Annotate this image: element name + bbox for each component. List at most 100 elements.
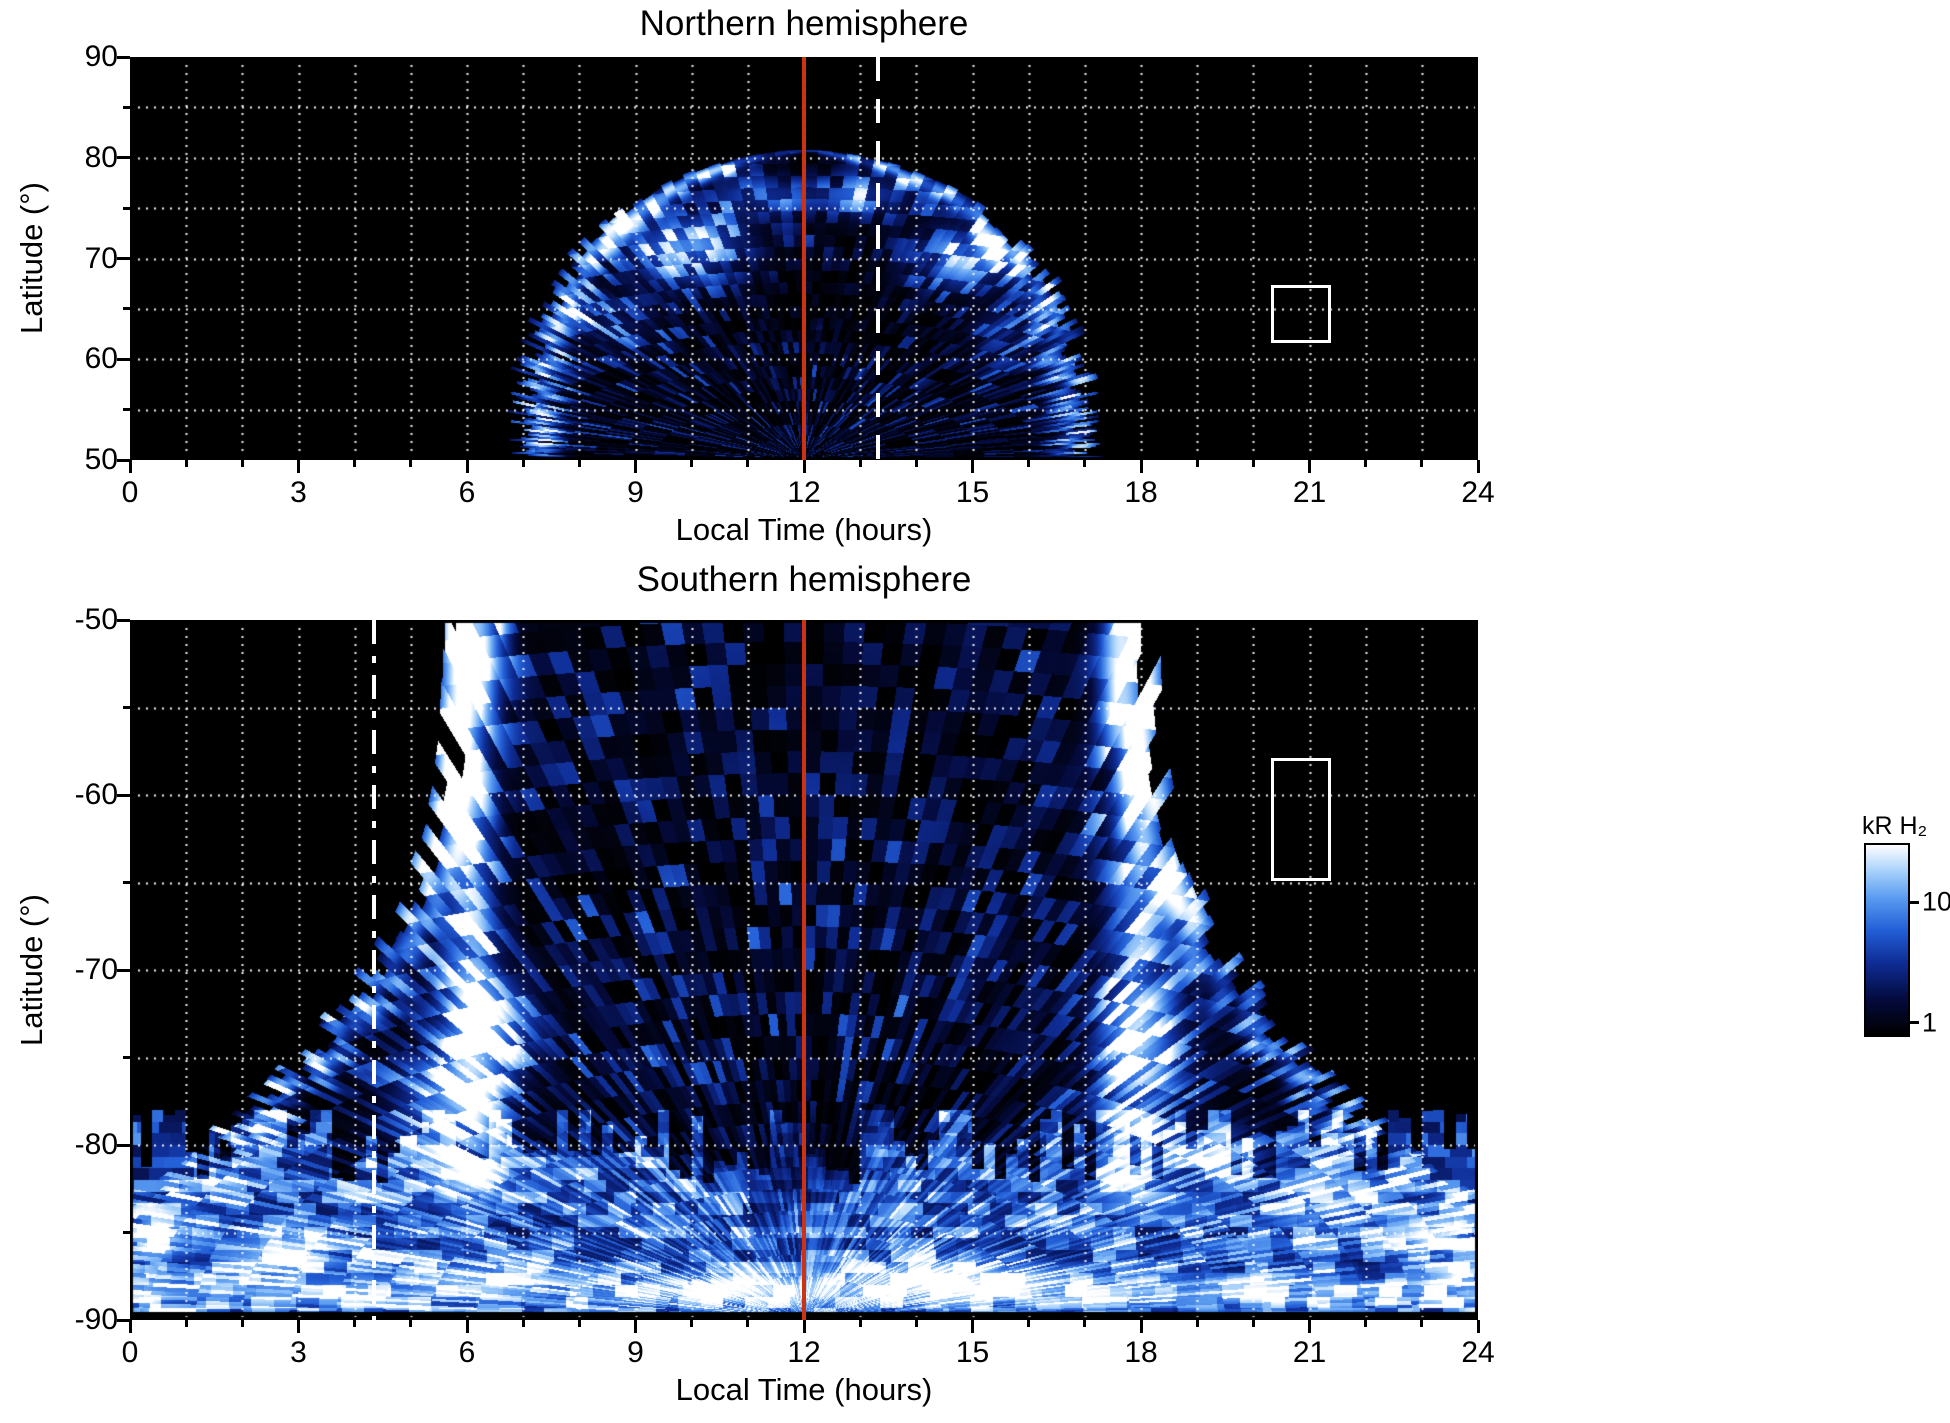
y-tick bbox=[123, 1056, 130, 1059]
x-tick bbox=[914, 1320, 918, 1327]
x-tick bbox=[1083, 1320, 1087, 1327]
x-tick-label: 15 bbox=[955, 476, 990, 509]
y-tick-label: -60 bbox=[74, 778, 118, 811]
x-tick bbox=[914, 460, 918, 467]
y-tick-label: -80 bbox=[74, 1128, 118, 1161]
y-tick bbox=[117, 968, 130, 972]
x-tick bbox=[240, 1320, 244, 1327]
x-tick bbox=[353, 1320, 357, 1327]
y-tick bbox=[117, 55, 130, 59]
y-tick bbox=[117, 1143, 130, 1147]
x-tick bbox=[802, 1320, 806, 1333]
x-tick bbox=[521, 460, 525, 467]
y-tick-label: -50 bbox=[74, 603, 118, 636]
x-tick bbox=[1195, 1320, 1199, 1327]
y-tick bbox=[117, 257, 130, 260]
y-tick-label: 50 bbox=[84, 443, 118, 476]
x-tick-label: 9 bbox=[627, 1336, 644, 1369]
y-tick-label: 80 bbox=[84, 140, 118, 174]
x-tick bbox=[858, 460, 862, 467]
south-noon-line bbox=[802, 620, 806, 1320]
colorbar-tick bbox=[1910, 1021, 1919, 1025]
x-tick bbox=[971, 1320, 974, 1333]
x-tick-label: 21 bbox=[1292, 1336, 1327, 1369]
x-tick bbox=[1027, 1320, 1031, 1327]
x-tick bbox=[184, 460, 188, 467]
x-tick bbox=[690, 460, 694, 467]
y-tick bbox=[123, 408, 130, 412]
x-tick bbox=[1139, 460, 1143, 473]
x-tick bbox=[1083, 460, 1087, 467]
x-tick bbox=[971, 460, 974, 473]
x-tick bbox=[858, 1320, 862, 1327]
colorbar-tick-label: 1 bbox=[1922, 1007, 1938, 1038]
x-tick bbox=[1251, 460, 1255, 467]
colorbar-tick bbox=[1910, 900, 1919, 904]
y-tick bbox=[123, 307, 130, 311]
y-tick bbox=[117, 156, 130, 160]
x-tick-label: 21 bbox=[1292, 476, 1327, 509]
south-x-axis-label: Local Time (hours) bbox=[675, 1372, 933, 1407]
south-plot-area bbox=[130, 620, 1478, 1320]
y-tick bbox=[117, 618, 130, 622]
north-noon-line bbox=[802, 57, 806, 460]
colorbar-gradient bbox=[1864, 843, 1910, 1037]
x-tick bbox=[297, 460, 300, 473]
colorbar-title: kR H₂ bbox=[1862, 812, 1928, 840]
y-tick bbox=[117, 458, 130, 462]
x-tick-label: 12 bbox=[787, 1336, 821, 1369]
y-tick bbox=[117, 357, 130, 361]
north-x-axis-label: Local Time (hours) bbox=[675, 512, 933, 547]
x-tick bbox=[465, 460, 469, 473]
y-tick-label: -70 bbox=[74, 953, 118, 986]
x-tick-label: 6 bbox=[458, 1336, 476, 1369]
x-tick-label: 0 bbox=[121, 476, 139, 509]
x-tick-label: 0 bbox=[121, 1336, 139, 1369]
x-tick-label: 6 bbox=[458, 476, 476, 509]
x-tick bbox=[1308, 1320, 1311, 1333]
x-tick bbox=[409, 460, 413, 467]
x-tick-label: 12 bbox=[787, 476, 821, 509]
x-tick-label: 15 bbox=[955, 1336, 990, 1369]
x-tick bbox=[690, 1320, 694, 1327]
y-tick-label: 90 bbox=[84, 40, 118, 73]
x-tick bbox=[465, 1320, 469, 1333]
x-tick bbox=[1420, 1320, 1424, 1327]
x-tick bbox=[1476, 460, 1480, 473]
y-tick bbox=[123, 105, 130, 109]
south-roi-box bbox=[1271, 758, 1331, 881]
x-tick bbox=[1251, 1320, 1255, 1327]
x-tick bbox=[634, 1320, 637, 1333]
south-dashdot-marker-line bbox=[372, 620, 377, 1320]
x-tick bbox=[521, 1320, 525, 1327]
south-panel-title: Southern hemisphere bbox=[636, 560, 972, 599]
x-tick bbox=[1420, 460, 1424, 467]
x-tick bbox=[634, 460, 637, 473]
x-tick bbox=[353, 460, 357, 467]
colorbar: kR H₂ 10 1 bbox=[1862, 812, 1950, 1072]
y-tick bbox=[123, 206, 130, 210]
x-tick bbox=[128, 1320, 132, 1333]
x-tick bbox=[184, 1320, 188, 1327]
x-tick bbox=[1027, 460, 1031, 467]
y-tick bbox=[123, 881, 130, 884]
x-tick bbox=[1476, 1320, 1480, 1333]
y-tick-label: -90 bbox=[74, 1303, 118, 1336]
x-tick bbox=[409, 1320, 413, 1327]
x-tick bbox=[297, 1320, 300, 1333]
x-tick-label: 24 bbox=[1461, 1336, 1495, 1369]
x-tick bbox=[802, 460, 806, 473]
x-tick bbox=[1364, 460, 1368, 467]
x-tick bbox=[746, 1320, 750, 1327]
x-tick-label: 3 bbox=[290, 1336, 307, 1369]
x-tick-label: 3 bbox=[290, 476, 307, 509]
x-tick bbox=[1364, 1320, 1368, 1327]
x-tick bbox=[1195, 460, 1199, 467]
y-tick bbox=[123, 706, 130, 709]
y-tick bbox=[123, 1231, 130, 1234]
x-tick bbox=[746, 460, 750, 467]
north-dashed-marker-line bbox=[876, 57, 881, 460]
y-tick-label: 60 bbox=[84, 342, 118, 376]
north-roi-box bbox=[1271, 284, 1331, 344]
